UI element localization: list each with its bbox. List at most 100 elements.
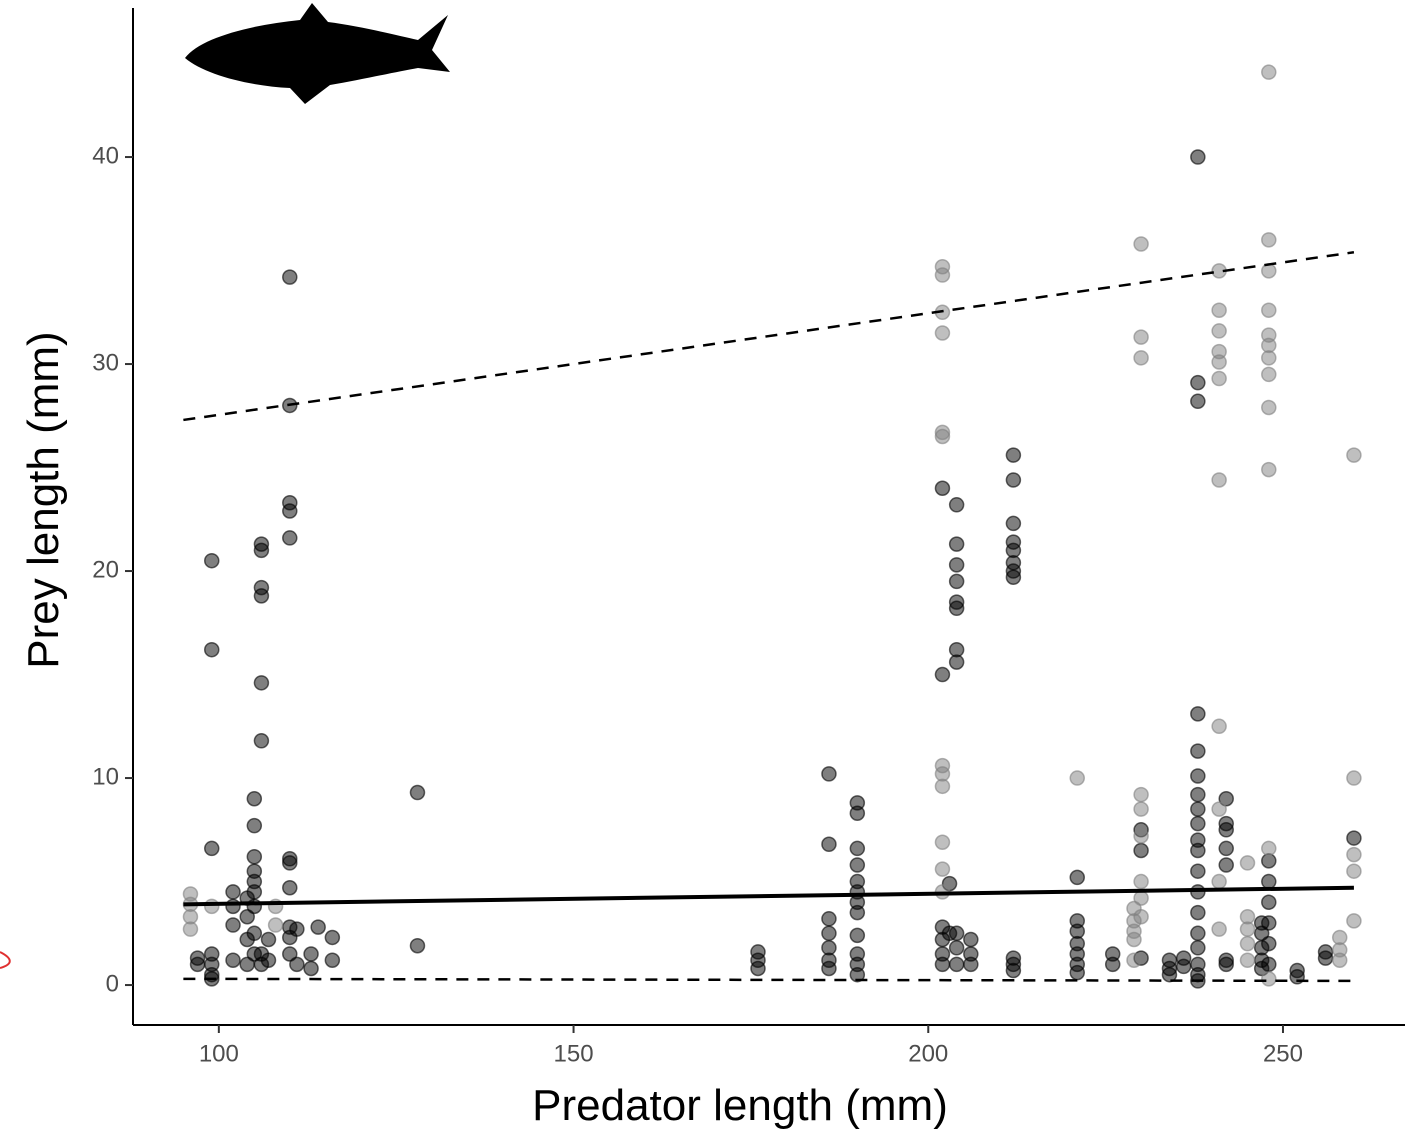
- point: [1239, 935, 1256, 952]
- point: [1261, 935, 1277, 952]
- point: [1261, 64, 1277, 80]
- point: [303, 960, 319, 977]
- point: [1190, 801, 1206, 817]
- point: [849, 840, 866, 857]
- point: [1069, 869, 1085, 886]
- point: [225, 917, 241, 933]
- point: [1133, 350, 1149, 366]
- point: [253, 733, 270, 749]
- y-axis-title: Prey length (mm): [19, 331, 68, 668]
- point: [1211, 354, 1227, 370]
- point: [948, 940, 965, 956]
- point: [934, 834, 951, 850]
- point: [246, 790, 263, 807]
- y-tick-label: 10: [92, 763, 119, 790]
- point: [1133, 890, 1149, 906]
- point: [1261, 873, 1277, 890]
- point: [1261, 366, 1277, 383]
- point: [1069, 770, 1085, 786]
- point: [282, 503, 298, 519]
- point: [1190, 863, 1206, 879]
- point: [948, 573, 965, 590]
- fit-line: [183, 251, 1355, 422]
- point: [1346, 830, 1362, 846]
- point: [189, 956, 206, 973]
- point: [1346, 863, 1362, 879]
- point: [1218, 822, 1234, 838]
- point: [282, 855, 298, 871]
- point: [1317, 950, 1334, 966]
- point: [253, 675, 270, 691]
- fit-line: [183, 885, 1354, 907]
- point: [821, 911, 837, 927]
- point: [1211, 370, 1227, 387]
- point: [948, 497, 965, 513]
- point: [1190, 374, 1206, 391]
- point: [1211, 472, 1227, 488]
- point: [1346, 770, 1362, 786]
- point: [310, 919, 326, 935]
- point: [1133, 329, 1149, 345]
- point: [1261, 399, 1277, 416]
- point: [934, 861, 951, 877]
- point: [1190, 706, 1206, 722]
- point: [849, 904, 866, 921]
- point: [934, 325, 951, 341]
- point: [1190, 743, 1206, 759]
- point: [225, 952, 241, 968]
- fish-icon: [185, 3, 450, 104]
- point: [1175, 958, 1192, 975]
- point: [963, 956, 979, 973]
- point: [246, 925, 263, 942]
- point: [821, 766, 837, 782]
- point: [1239, 952, 1256, 968]
- point: [1190, 904, 1206, 921]
- red-edge-mark: [0, 951, 11, 969]
- point: [1005, 472, 1022, 488]
- point: [948, 536, 965, 552]
- point: [324, 929, 341, 946]
- point: [1211, 873, 1227, 890]
- point: [1218, 840, 1234, 857]
- point: [948, 925, 965, 942]
- point: [821, 925, 837, 942]
- point: [1190, 786, 1206, 803]
- point: [1239, 855, 1256, 871]
- point: [1261, 263, 1277, 279]
- point: [1261, 915, 1277, 931]
- point: [1104, 956, 1121, 973]
- y-tick-label: 40: [92, 142, 119, 169]
- point: [260, 931, 277, 948]
- x-tick-label: 200: [908, 1040, 948, 1067]
- point: [1133, 786, 1149, 803]
- point: [253, 588, 270, 604]
- point: [750, 960, 766, 977]
- point: [1211, 302, 1227, 318]
- point: [409, 937, 426, 954]
- point: [1331, 952, 1348, 968]
- point: [253, 542, 270, 559]
- point: [1211, 921, 1227, 937]
- point: [934, 666, 951, 683]
- point: [1005, 447, 1022, 463]
- point: [1133, 908, 1149, 925]
- point: [1069, 964, 1085, 981]
- point: [1190, 768, 1206, 784]
- point: [282, 880, 298, 896]
- point: [282, 530, 298, 546]
- point: [821, 960, 837, 977]
- point: [1133, 828, 1149, 844]
- point: [289, 921, 305, 937]
- point: [1133, 236, 1149, 252]
- point: [324, 952, 341, 968]
- x-tick-label: 150: [554, 1040, 594, 1067]
- point: [1190, 925, 1206, 942]
- point: [1190, 842, 1206, 859]
- point: [1346, 846, 1362, 863]
- point: [821, 836, 837, 853]
- point: [1133, 873, 1149, 890]
- point: [1261, 302, 1277, 318]
- point: [963, 931, 979, 948]
